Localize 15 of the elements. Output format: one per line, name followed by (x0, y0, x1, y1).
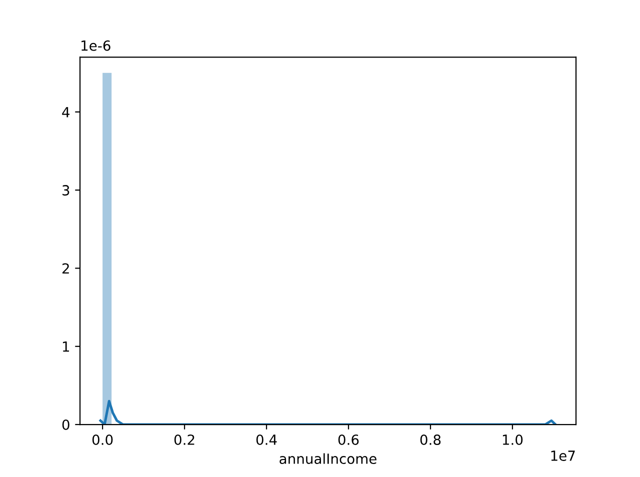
x-axis-title: annualIncome (280, 453, 376, 464)
x-tick-label: 0.6 (338, 434, 359, 446)
x-tick-label: 0.0 (92, 434, 113, 446)
y-tick-label: 3 (62, 185, 70, 196)
line-series (99, 400, 557, 425)
y-tick-label: 4 (62, 107, 70, 118)
x-tick-label: 0.2 (174, 434, 194, 446)
x-tick-label: 0.8 (420, 434, 441, 446)
y-tick-label: 1 (62, 342, 69, 352)
x-tick-label: 1.0 (502, 434, 523, 446)
y-tick-label: 0 (62, 420, 70, 430)
x-tick-label: 0.4 (256, 434, 277, 446)
text: 1e-6 (82, 40, 110, 51)
y-tick-label: 2 (62, 263, 69, 274)
text: 1e7 (551, 450, 575, 461)
